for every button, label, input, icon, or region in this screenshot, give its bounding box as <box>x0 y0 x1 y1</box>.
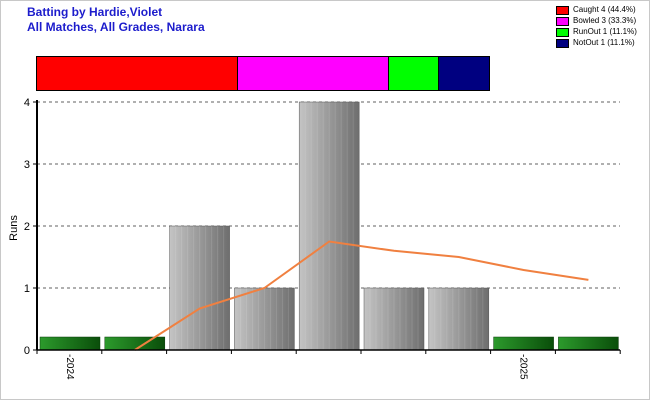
bar <box>298 101 360 351</box>
legend-swatch-caught <box>556 6 569 15</box>
bar <box>428 287 490 351</box>
legend-label-caught: Caught 4 (44.4%) <box>573 5 636 14</box>
bar-zero <box>493 336 554 351</box>
chart-title: Batting by Hardie,Violet <box>27 5 163 19</box>
distribution-segment-runout <box>388 57 439 90</box>
legend-label-bowled: Bowled 3 (33.3%) <box>573 16 637 25</box>
y-tick-label: 1 <box>24 283 30 295</box>
distribution-segment-notout <box>438 57 489 90</box>
bar <box>169 225 230 351</box>
legend-swatch-notout <box>556 39 569 48</box>
y-tick-label: 0 <box>24 345 30 357</box>
dismissal-distribution-bar <box>36 56 490 91</box>
y-tick-label: 4 <box>24 97 30 109</box>
average-line <box>134 240 589 351</box>
bar <box>234 287 295 351</box>
distribution-segment-caught <box>37 57 238 90</box>
bar-zero <box>558 336 619 351</box>
chart-subtitle: All Matches, All Grades, Narara <box>27 20 205 34</box>
legend-label-runout: RunOut 1 (11.1%) <box>573 27 637 36</box>
y-tick-label: 2 <box>24 221 30 233</box>
x-tick-label: -2024 <box>64 354 75 380</box>
bar-zero <box>39 336 101 351</box>
legend-swatch-runout <box>556 28 569 37</box>
y-tick-label: 3 <box>24 159 30 171</box>
bar <box>363 287 425 351</box>
legend-swatch-bowled <box>556 17 569 26</box>
distribution-segment-bowled <box>237 57 389 90</box>
legend-label-notout: NotOut 1 (11.1%) <box>573 38 635 47</box>
bar-zero <box>104 336 166 351</box>
y-axis-label: Runs <box>8 215 20 241</box>
x-tick-label: -2025 <box>518 354 529 380</box>
